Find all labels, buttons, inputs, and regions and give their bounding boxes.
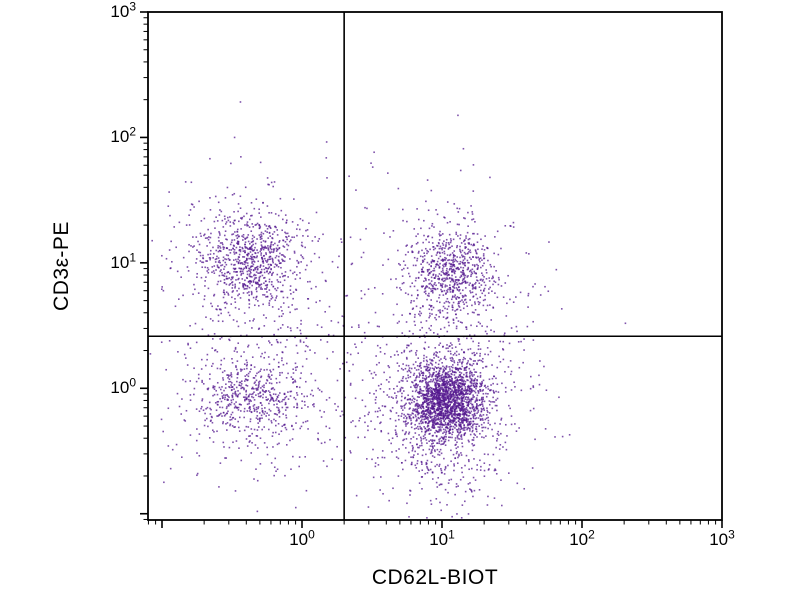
y-tick-label-10e3: 103 — [110, 0, 136, 21]
y-tick-label-10e0: 100 — [110, 375, 136, 398]
y-tick-label-10e2: 102 — [110, 124, 136, 147]
x-tick-label-10e0: 100 — [289, 527, 315, 549]
y-axis-label: CD3ε-PE — [50, 221, 73, 311]
x-tick-label-10e3: 103 — [709, 527, 735, 549]
x-axis-label: CD62L-BIOT — [371, 566, 499, 589]
x-tick-label-10e1: 101 — [429, 527, 455, 549]
y-tick-label-10e1: 101 — [110, 250, 136, 272]
x-tick-label-10e2: 102 — [569, 527, 595, 549]
